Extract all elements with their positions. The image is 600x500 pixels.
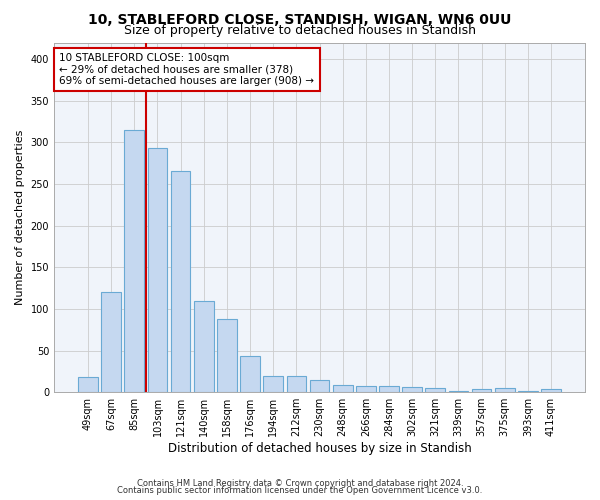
Bar: [379, 386, 399, 392]
Bar: [541, 389, 561, 392]
Text: Size of property relative to detached houses in Standish: Size of property relative to detached ho…: [124, 24, 476, 37]
Bar: [194, 300, 214, 392]
Bar: [287, 376, 306, 392]
Bar: [518, 390, 538, 392]
Bar: [472, 389, 491, 392]
Text: 10, STABLEFORD CLOSE, STANDISH, WIGAN, WN6 0UU: 10, STABLEFORD CLOSE, STANDISH, WIGAN, W…: [88, 12, 512, 26]
Bar: [402, 387, 422, 392]
Text: 10 STABLEFORD CLOSE: 100sqm
← 29% of detached houses are smaller (378)
69% of se: 10 STABLEFORD CLOSE: 100sqm ← 29% of det…: [59, 53, 314, 86]
Bar: [449, 390, 468, 392]
Bar: [263, 376, 283, 392]
X-axis label: Distribution of detached houses by size in Standish: Distribution of detached houses by size …: [167, 442, 472, 455]
Text: Contains public sector information licensed under the Open Government Licence v3: Contains public sector information licen…: [118, 486, 482, 495]
Bar: [101, 292, 121, 392]
Y-axis label: Number of detached properties: Number of detached properties: [15, 130, 25, 305]
Bar: [310, 380, 329, 392]
Bar: [425, 388, 445, 392]
Bar: [495, 388, 515, 392]
Bar: [124, 130, 144, 392]
Bar: [356, 386, 376, 392]
Bar: [240, 356, 260, 392]
Bar: [148, 148, 167, 392]
Bar: [78, 377, 98, 392]
Bar: [171, 170, 190, 392]
Text: Contains HM Land Registry data © Crown copyright and database right 2024.: Contains HM Land Registry data © Crown c…: [137, 478, 463, 488]
Bar: [333, 384, 353, 392]
Bar: [217, 319, 237, 392]
